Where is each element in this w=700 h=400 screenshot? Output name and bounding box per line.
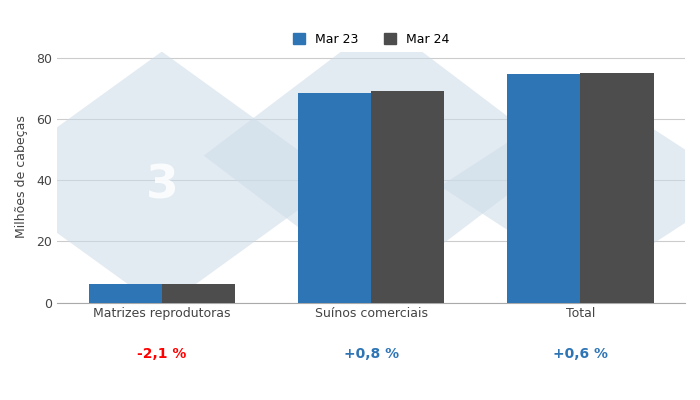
Y-axis label: Milhões de cabeças: Milhões de cabeças [15,116,28,238]
Bar [507,74,580,302]
Bar [298,93,371,302]
Text: +0,6 %: +0,6 % [553,347,608,361]
Text: 3: 3 [365,139,398,184]
Text: 3: 3 [146,164,178,209]
Bar [580,73,654,302]
Legend: Mar 23, Mar 24: Mar 23, Mar 24 [293,33,449,46]
Polygon shape [204,21,559,290]
Bar [162,284,235,302]
Polygon shape [440,88,700,284]
Text: 3: 3 [576,171,606,213]
Text: -2,1 %: -2,1 % [137,347,186,361]
Bar [371,91,444,302]
Text: +0,8 %: +0,8 % [344,347,399,361]
Bar [89,284,162,302]
Polygon shape [0,52,340,309]
